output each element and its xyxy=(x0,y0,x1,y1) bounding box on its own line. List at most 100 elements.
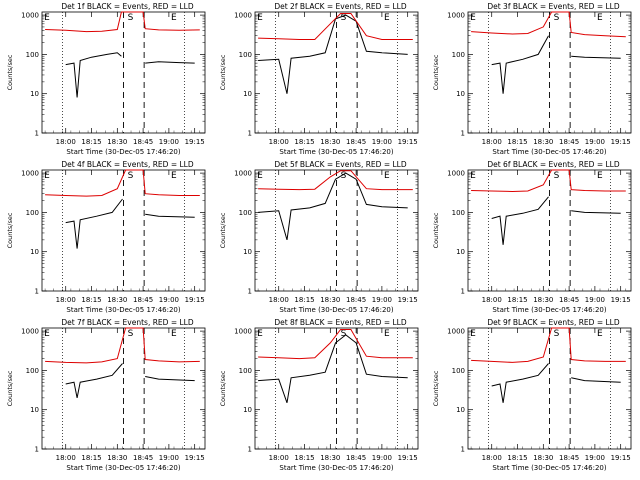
x-tick-label: 19:00 xyxy=(372,138,392,146)
x-tick-label: 18:45 xyxy=(133,138,153,146)
y-tick-label: 100 xyxy=(239,51,252,59)
panel-det-6: Det 6f BLACK = Events, RED = LLD Counts/s… xyxy=(432,160,632,314)
y-axis-label: Counts/sec xyxy=(432,212,440,248)
y-tick-label: 10 xyxy=(456,406,465,414)
marker-s: S xyxy=(554,329,560,339)
y-tick-label: 10 xyxy=(243,248,252,256)
series-events-line xyxy=(65,363,195,398)
x-tick-label: 19:15 xyxy=(611,454,631,462)
panel-det-7: Det 7f BLACK = Events, RED = LLD Counts/s… xyxy=(6,318,206,472)
marker-e-end: E xyxy=(384,171,390,181)
y-tick-label: 1000 xyxy=(21,170,39,178)
x-tick-label: 18:00 xyxy=(56,454,76,462)
y-tick-label: 1000 xyxy=(447,328,465,336)
y-tick-label: 1000 xyxy=(447,12,465,20)
y-tick-label: 100 xyxy=(452,51,465,59)
series-lld-line xyxy=(471,327,626,363)
y-axis-label: Counts/sec xyxy=(432,370,440,406)
x-axis-label: Start Time (30-Dec-05 17:46:20) xyxy=(492,464,606,472)
x-tick-label: 18:15 xyxy=(81,454,101,462)
y-tick-label: 100 xyxy=(452,367,465,375)
x-tick-label: 18:00 xyxy=(482,296,502,304)
panel-det-5: Det 5f BLACK = Events, RED = LLD Counts/s… xyxy=(219,160,419,314)
marker-e-end: E xyxy=(171,171,177,181)
x-tick-label: 18:00 xyxy=(56,138,76,146)
marker-e-start: E xyxy=(470,13,476,23)
y-tick-label: 10 xyxy=(456,248,465,256)
x-axis-label: Start Time (30-Dec-05 17:46:20) xyxy=(279,306,393,314)
y-tick-label: 1000 xyxy=(447,170,465,178)
x-axis-label: Start Time (30-Dec-05 17:46:20) xyxy=(66,306,180,314)
y-tick-label: 10 xyxy=(30,406,39,414)
marker-e-start: E xyxy=(470,171,476,181)
series-lld-line xyxy=(258,13,413,40)
panel-title: Det 6f BLACK = Events, RED = LLD xyxy=(487,160,620,169)
x-tick-label: 18:15 xyxy=(81,138,101,146)
marker-e-start: E xyxy=(257,13,263,23)
x-tick-label: 19:15 xyxy=(398,138,418,146)
y-axis-label: Counts/sec xyxy=(6,370,14,406)
series-lld-line xyxy=(258,329,413,360)
y-axis-label: Counts/sec xyxy=(6,54,14,90)
y-tick-label: 100 xyxy=(239,367,252,375)
marker-e-end: E xyxy=(171,13,177,23)
y-tick-label: 1 xyxy=(248,446,252,454)
series-events-line xyxy=(258,334,408,403)
x-tick-label: 19:15 xyxy=(611,138,631,146)
x-tick-label: 18:45 xyxy=(133,454,153,462)
series-lld-line xyxy=(258,170,413,191)
x-tick-label: 19:00 xyxy=(159,296,179,304)
series-lld-line xyxy=(45,11,200,33)
x-tick-label: 19:00 xyxy=(159,454,179,462)
marker-e-start: E xyxy=(44,13,50,23)
y-tick-label: 1000 xyxy=(234,170,252,178)
y-tick-label: 1000 xyxy=(234,12,252,20)
x-tick-label: 18:15 xyxy=(294,296,314,304)
x-tick-label: 18:45 xyxy=(559,296,579,304)
marker-s: S xyxy=(128,13,134,23)
x-tick-label: 19:00 xyxy=(372,296,392,304)
y-axis-label: Counts/sec xyxy=(6,212,14,248)
x-tick-label: 19:00 xyxy=(159,138,179,146)
x-axis-label: Start Time (30-Dec-05 17:46:20) xyxy=(66,148,180,156)
x-tick-label: 18:45 xyxy=(559,454,579,462)
x-tick-label: 18:45 xyxy=(133,296,153,304)
x-tick-label: 18:30 xyxy=(107,138,127,146)
x-tick-label: 19:15 xyxy=(398,296,418,304)
marker-s: S xyxy=(554,13,560,23)
panel-title: Det 3f BLACK = Events, RED = LLD xyxy=(487,2,620,11)
x-tick-label: 19:15 xyxy=(185,296,205,304)
x-tick-label: 18:15 xyxy=(507,454,527,462)
series-events-line xyxy=(65,198,195,249)
y-tick-label: 1000 xyxy=(21,12,39,20)
x-axis-label: Start Time (30-Dec-05 17:46:20) xyxy=(66,464,180,472)
series-lld-line xyxy=(45,169,200,197)
series-events-line xyxy=(491,363,621,403)
y-axis-label: Counts/sec xyxy=(432,54,440,90)
x-tick-label: 18:45 xyxy=(346,138,366,146)
y-tick-label: 1 xyxy=(461,130,465,138)
x-tick-label: 19:00 xyxy=(585,454,605,462)
y-tick-label: 1 xyxy=(461,446,465,454)
x-axis-label: Start Time (30-Dec-05 17:46:20) xyxy=(492,306,606,314)
panel-det-8: Det 8f BLACK = Events, RED = LLD Counts/s… xyxy=(219,318,419,472)
y-tick-label: 1 xyxy=(461,288,465,296)
panel-title: Det 5f BLACK = Events, RED = LLD xyxy=(274,160,407,169)
x-tick-label: 18:15 xyxy=(294,454,314,462)
series-events-line xyxy=(491,35,621,94)
y-axis-label: Counts/sec xyxy=(219,54,227,90)
y-tick-label: 1 xyxy=(35,130,39,138)
y-tick-label: 1 xyxy=(248,130,252,138)
x-tick-label: 18:30 xyxy=(320,296,340,304)
marker-e-start: E xyxy=(257,171,263,181)
panel-title: Det 8f BLACK = Events, RED = LLD xyxy=(274,318,407,327)
marker-e-start: E xyxy=(44,171,50,181)
marker-e-end: E xyxy=(597,13,603,23)
x-tick-label: 18:00 xyxy=(269,296,289,304)
x-axis-label: Start Time (30-Dec-05 17:46:20) xyxy=(279,464,393,472)
x-tick-label: 19:15 xyxy=(185,454,205,462)
y-tick-label: 10 xyxy=(243,90,252,98)
y-tick-label: 100 xyxy=(26,367,39,375)
y-tick-label: 1 xyxy=(35,446,39,454)
